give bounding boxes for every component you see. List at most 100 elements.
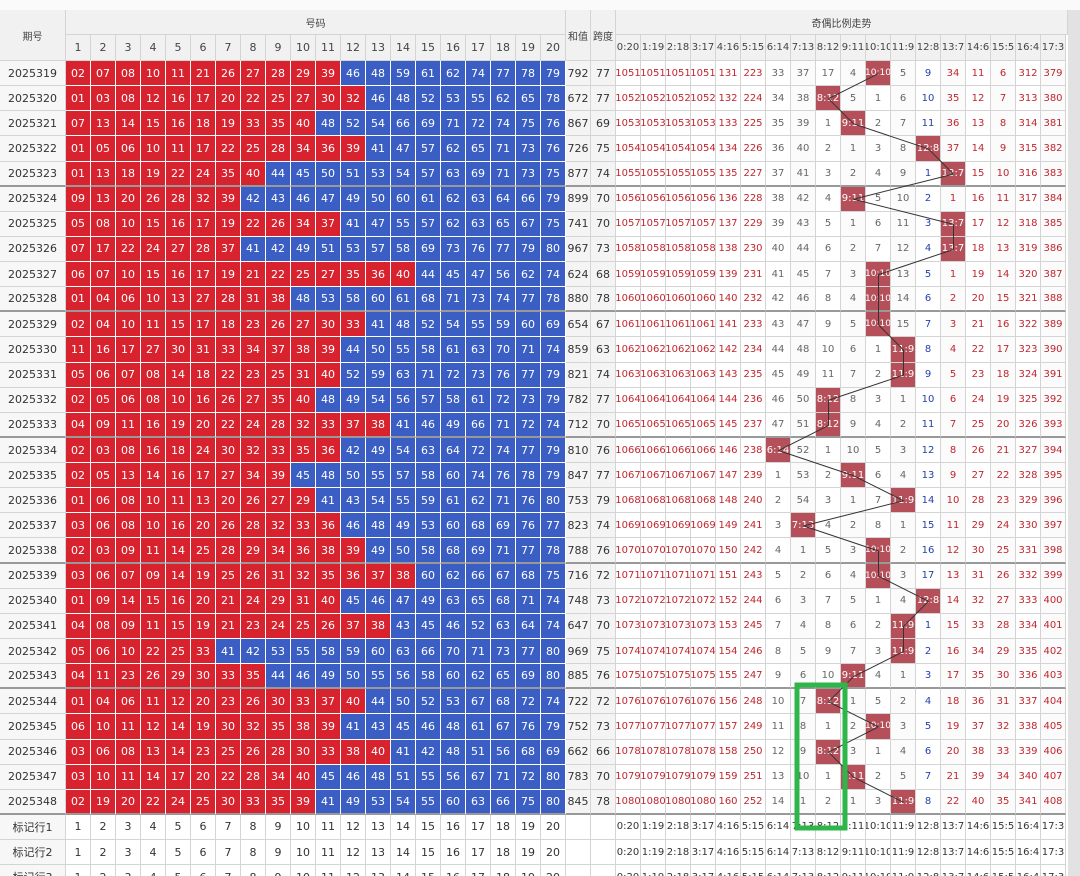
footer-ratio: 2:18 — [666, 840, 691, 866]
sum: 810 — [566, 437, 591, 464]
number-ball: 71 — [491, 764, 516, 790]
ratio-miss: 29 — [966, 513, 991, 539]
ratio-miss: 32 — [991, 714, 1016, 740]
number-ball: 78 — [516, 61, 541, 87]
footer-number: 3 — [116, 814, 141, 841]
ratio-miss: 1053 — [641, 111, 666, 137]
number-ball: 49 — [391, 513, 416, 539]
number-ball: 61 — [441, 337, 466, 363]
ratio-miss: 5 — [766, 563, 791, 589]
number-ball: 57 — [416, 161, 441, 187]
ratio-miss: 7 — [791, 689, 816, 715]
ratio-miss: 16 — [991, 312, 1016, 338]
issue: 2025336 — [0, 488, 66, 514]
number-ball: 06 — [91, 488, 116, 514]
ratio-miss: 16 — [966, 186, 991, 212]
ratio-miss: 145 — [716, 412, 741, 438]
ratio-miss: 12 — [966, 86, 991, 112]
number-ball: 61 — [391, 287, 416, 313]
number-ball: 35 — [216, 161, 241, 187]
ratio-miss: 27 — [991, 588, 1016, 614]
footer-ratio: 11:9 — [891, 814, 916, 841]
footer-number: 13 — [366, 840, 391, 866]
number-ball: 59 — [366, 362, 391, 388]
ratio-miss: 393 — [1041, 412, 1066, 438]
footer-ratio: 17:3 — [1041, 865, 1066, 876]
ratio-miss: 26 — [966, 437, 991, 464]
ratio-miss: 6 — [866, 463, 891, 489]
ratio-miss: 22 — [941, 789, 966, 815]
number-ball: 25 — [216, 739, 241, 765]
ratio-miss: 5 — [891, 764, 916, 790]
ratio-miss: 1060 — [691, 287, 716, 313]
number-ball: 07 — [116, 563, 141, 589]
sum: 716 — [566, 563, 591, 589]
number-col-header: 8 — [241, 35, 266, 61]
ratio-miss: 157 — [716, 714, 741, 740]
ratio-miss: 23 — [991, 488, 1016, 514]
ratio-miss: 1059 — [616, 262, 641, 288]
footer-number: 20 — [541, 814, 566, 841]
ratio-miss: 1 — [841, 789, 866, 815]
number-ball: 73 — [441, 236, 466, 263]
number-ball: 55 — [466, 86, 491, 112]
number-ball: 74 — [541, 412, 566, 438]
number-ball: 14 — [166, 714, 191, 740]
issue: 2025334 — [0, 437, 66, 464]
footer-ratio: 10:10 — [866, 865, 891, 876]
number-ball: 37 — [366, 563, 391, 589]
number-ball: 60 — [441, 513, 466, 539]
ratio-miss: 156 — [716, 689, 741, 715]
ratio-miss: 2 — [866, 362, 891, 388]
footer-number: 7 — [216, 865, 241, 876]
number-ball: 63 — [391, 638, 416, 665]
ratio-miss: 33 — [991, 739, 1016, 765]
number-ball: 26 — [216, 513, 241, 539]
ratio-miss: 14 — [991, 262, 1016, 288]
ratio-miss: 336 — [1016, 664, 1041, 690]
ratio-miss: 1055 — [666, 161, 691, 187]
ratio-miss: 1071 — [666, 563, 691, 589]
number-ball: 51 — [391, 764, 416, 790]
number-ball: 33 — [341, 312, 366, 338]
ratio-miss: 6 — [916, 287, 941, 313]
ratio-miss: 11 — [916, 412, 941, 438]
ratio-miss: 1065 — [666, 412, 691, 438]
number-ball: 23 — [216, 689, 241, 715]
number-ball: 06 — [91, 739, 116, 765]
ratio-miss: 1076 — [616, 689, 641, 715]
ratio-miss: 1054 — [666, 136, 691, 162]
ratio-miss: 1056 — [641, 186, 666, 212]
number-ball: 41 — [316, 789, 341, 815]
number-ball: 20 — [191, 412, 216, 438]
number-ball: 17 — [116, 337, 141, 363]
number-ball: 72 — [516, 689, 541, 715]
ratio-miss: 251 — [741, 764, 766, 790]
footer-ratio: 1:19 — [641, 840, 666, 866]
footer-number: 5 — [166, 865, 191, 876]
number-ball: 44 — [266, 161, 291, 187]
number-ball: 13 — [141, 739, 166, 765]
number-ball: 16 — [166, 262, 191, 288]
number-ball: 35 — [316, 563, 341, 589]
number-ball: 17 — [191, 262, 216, 288]
number-ball: 71 — [491, 538, 516, 564]
number-ball: 06 — [66, 262, 91, 288]
number-ball: 40 — [291, 764, 316, 790]
number-ball: 42 — [416, 739, 441, 765]
number-ball: 48 — [391, 86, 416, 112]
number-ball: 05 — [91, 136, 116, 162]
number-ball: 46 — [291, 186, 316, 212]
number-ball: 79 — [541, 61, 566, 87]
footer-number: 19 — [516, 840, 541, 866]
number-ball: 79 — [541, 362, 566, 388]
number-ball: 22 — [266, 262, 291, 288]
number-ball: 56 — [441, 764, 466, 790]
number-ball: 01 — [66, 86, 91, 112]
number-ball: 48 — [391, 312, 416, 338]
ratio-miss: 17 — [941, 664, 966, 690]
ratio-miss: 32 — [966, 588, 991, 614]
number-ball: 77 — [491, 236, 516, 263]
number-ball: 41 — [341, 211, 366, 237]
issue: 2025338 — [0, 538, 66, 564]
